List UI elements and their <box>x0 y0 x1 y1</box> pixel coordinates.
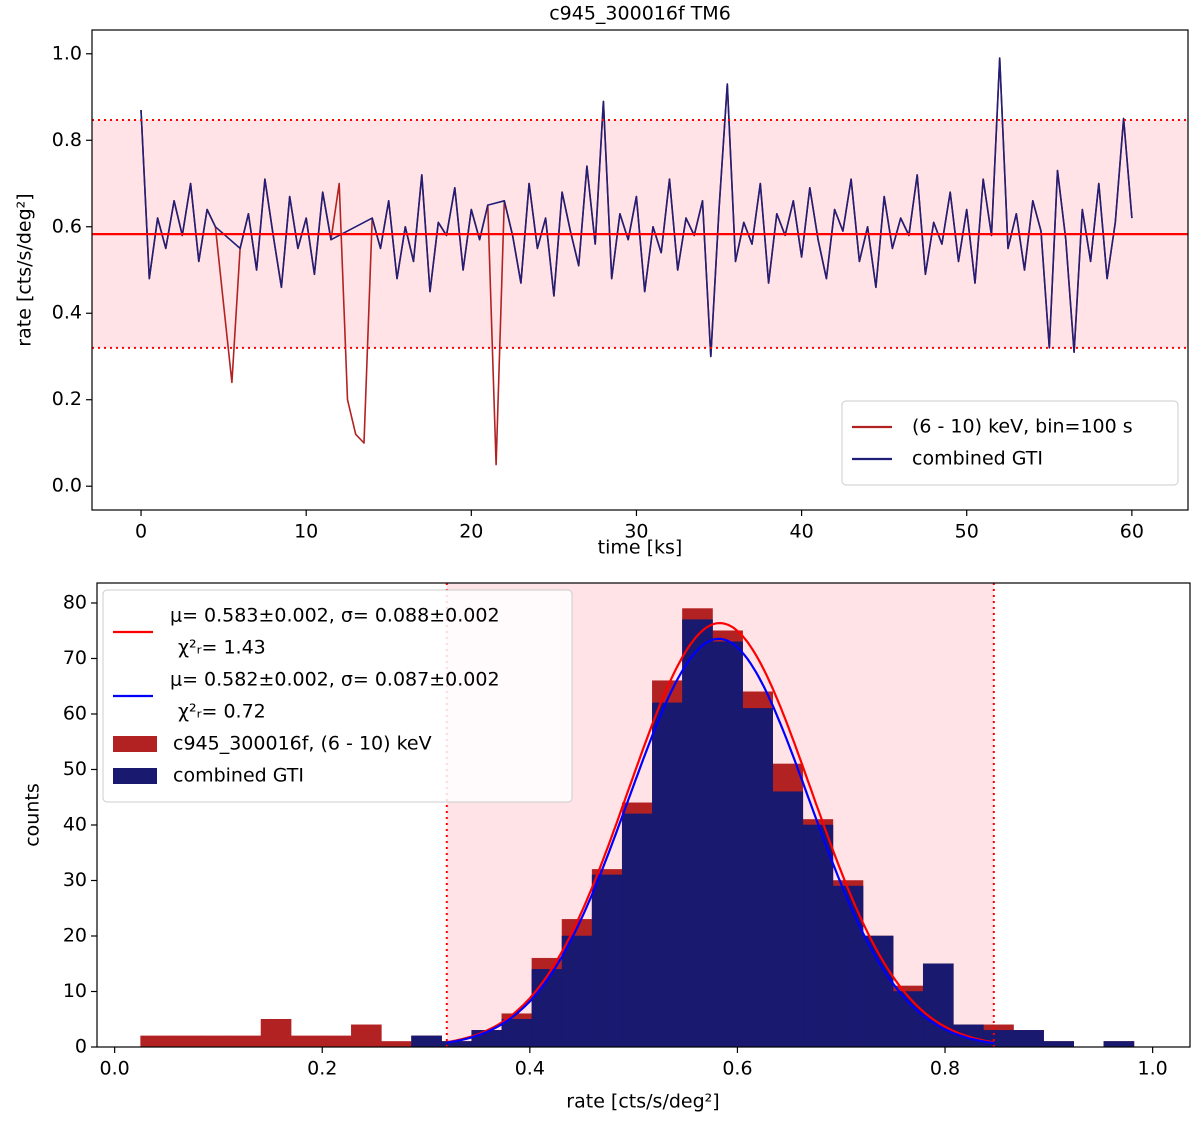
histogram-bar <box>531 969 563 1047</box>
legend-box <box>841 400 1179 486</box>
x-tick-label: 0 <box>135 521 147 543</box>
y-tick-label: 70 <box>63 647 87 669</box>
x-tick-label: 1.0 <box>1138 1058 1168 1080</box>
y-tick-label: 0.4 <box>52 302 82 324</box>
histogram-bar <box>712 641 743 1047</box>
y-tick-label: 40 <box>63 813 87 835</box>
legend-box <box>102 589 573 803</box>
x-axis-label: time [ks] <box>598 537 683 559</box>
x-tick-label: 10 <box>294 521 318 543</box>
histogram-bar <box>742 708 773 1047</box>
legend-swatch <box>113 736 157 752</box>
plot-area <box>92 57 1188 466</box>
histogram-bar <box>682 619 713 1047</box>
histogram-bar <box>1013 1030 1044 1047</box>
legend-label: χ²ᵣ= 0.72 <box>178 701 266 723</box>
y-tick-label: 30 <box>63 869 87 891</box>
x-tick-label: 0.8 <box>930 1058 960 1080</box>
x-tick-label: 0.2 <box>307 1058 337 1080</box>
histogram-bar <box>351 1024 382 1047</box>
x-tick-label: 20 <box>459 521 483 543</box>
axes-frame <box>91 29 1189 511</box>
y-tick-label: 0.2 <box>52 388 82 410</box>
histogram-bar <box>200 1035 232 1047</box>
x-tick-label: 0.4 <box>515 1058 545 1080</box>
x-tick-label: 0.6 <box>722 1058 752 1080</box>
histogram-bar <box>832 885 864 1047</box>
histogram-bar <box>320 1035 352 1047</box>
y-tick-label: 0.8 <box>52 129 82 151</box>
x-tick-label: 0.0 <box>100 1058 130 1080</box>
histogram-bar <box>170 1035 202 1047</box>
x-tick-label: 60 <box>1120 521 1144 543</box>
x-tick-label: 30 <box>624 521 648 543</box>
histogram-bar <box>140 1035 171 1047</box>
y-tick-label: 10 <box>63 980 87 1002</box>
x-axis-label: rate [cts/s/deg²] <box>566 1091 719 1113</box>
legend-label: combined GTI <box>912 448 1043 470</box>
x-tick-label: 40 <box>789 521 813 543</box>
histogram-bar <box>230 1035 262 1047</box>
legend-label: (6 - 10) keV, bin=100 s <box>912 416 1133 438</box>
histogram-bar <box>1043 1041 1074 1047</box>
histogram-bar <box>501 1018 533 1047</box>
legend-label: μ= 0.583±0.002, σ= 0.088±0.002 <box>170 605 500 627</box>
histogram-bar <box>772 791 804 1047</box>
histogram-bar <box>411 1035 442 1047</box>
legend-swatch <box>113 768 157 784</box>
fit-curve <box>446 621 994 1044</box>
histogram-bar <box>621 813 653 1047</box>
legend-label: χ²ᵣ= 1.43 <box>178 637 266 659</box>
histogram-bar <box>260 1018 292 1047</box>
y-tick-label: 60 <box>63 702 87 724</box>
axes-frame <box>96 582 1191 1048</box>
legend: (6 - 10) keV, bin=100 s combined GTI <box>841 400 1179 486</box>
legend-label: combined GTI <box>173 765 304 787</box>
legend-label: μ= 0.582±0.002, σ= 0.087±0.002 <box>170 669 500 691</box>
y-tick-label: 80 <box>63 591 87 613</box>
series-line <box>140 57 1133 358</box>
histogram-bar <box>652 702 683 1047</box>
fit-curve <box>446 637 994 1045</box>
histogram-bar <box>561 935 593 1047</box>
legend: μ= 0.583±0.002, σ= 0.088±0.002 χ²ᵣ= 1.43 μ… <box>102 589 573 803</box>
y-tick-label: 20 <box>63 924 87 946</box>
histogram-bar <box>591 874 623 1047</box>
plot-area <box>140 583 1135 1047</box>
histogram-bar <box>290 1035 322 1047</box>
y-tick-label: 1.0 <box>52 42 82 64</box>
histogram-bar <box>381 1041 412 1047</box>
y-tick-label: 0.6 <box>52 215 82 237</box>
y-tick-label: 50 <box>63 758 87 780</box>
histogram-bar <box>1103 1041 1135 1047</box>
histogram-bar <box>802 824 834 1047</box>
chart-title: c945_300016f TM6 <box>549 3 731 25</box>
y-tick-label: 0 <box>75 1036 87 1058</box>
legend-label: c945_300016f, (6 - 10) keV <box>173 733 432 755</box>
y-axis-label: rate [cts/s/deg²] <box>14 193 36 346</box>
histogram-bar <box>922 963 954 1047</box>
x-tick-label: 50 <box>955 521 979 543</box>
histogram-bar <box>892 991 924 1047</box>
y-tick-label: 0.0 <box>52 475 82 497</box>
histogram-bar <box>983 1030 1014 1047</box>
y-axis-label: counts <box>22 783 44 847</box>
